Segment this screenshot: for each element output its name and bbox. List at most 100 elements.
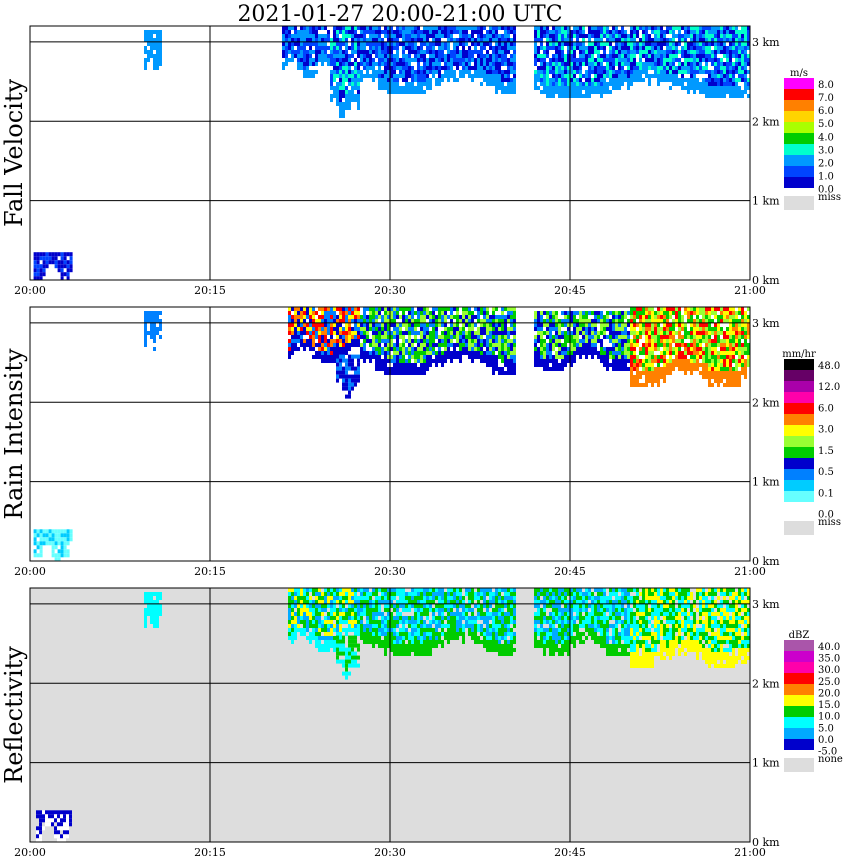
echo-cell [618,323,621,327]
echo-cell [612,58,615,62]
echo-cell [720,351,723,355]
echo-cell [693,34,696,38]
echo-cell [366,42,369,46]
echo-cell [705,331,708,335]
echo-cell [336,70,339,74]
echo-cell [315,335,318,339]
echo-cell [300,596,303,600]
echo-cell [660,54,663,58]
echo-cell [363,42,366,46]
echo-cell [483,66,486,70]
echo-cell [714,347,717,351]
echo-cell [348,82,351,86]
echo-cell [621,359,624,363]
echo-cell [540,82,543,86]
echo-cell [486,343,489,347]
echo-cell [483,42,486,46]
echo-cell [633,347,636,351]
echo-cell [630,367,633,371]
echo-cell [684,58,687,62]
echo-cell [597,315,600,319]
echo-cell [558,66,561,70]
echo-cell [312,636,315,640]
echo-cell [708,339,711,343]
echo-cell [699,38,702,42]
echo-cell [441,311,444,315]
echo-cell [354,343,357,347]
echo-cell [693,307,696,311]
echo-cell [144,50,147,54]
echo-cell [555,46,558,50]
echo-cell [159,38,162,42]
echo-cell [630,347,633,351]
echo-cell [456,355,459,359]
echo-cell [417,54,420,58]
echo-cell [576,327,579,331]
echo-cell [417,50,420,54]
echo-cell [144,58,147,62]
echo-cell [597,86,600,90]
echo-cell [555,74,558,78]
echo-cell [684,70,687,74]
echo-cell [417,359,420,363]
echo-cell [321,323,324,327]
echo-cell [363,596,366,600]
echo-cell [435,30,438,34]
echo-cell [435,42,438,46]
echo-cell [507,363,510,367]
legend-swatch [784,177,814,188]
echo-cell [327,616,330,620]
echo-cell [390,319,393,323]
echo-cell [498,371,501,375]
echo-cell [693,74,696,78]
echo-cell [486,30,489,34]
echo-cell [669,331,672,335]
echo-cell [150,50,153,54]
echo-cell [498,54,501,58]
echo-cell [333,50,336,54]
echo-cell [555,58,558,62]
echo-cell [732,50,735,54]
echo-cell [399,347,402,351]
echo-cell [498,66,501,70]
echo-cell [600,327,603,331]
echo-cell [363,50,366,54]
echo-cell [498,38,501,42]
echo-cell [492,46,495,50]
echo-cell [339,50,342,54]
echo-cell [693,351,696,355]
echo-cell [33,268,37,273]
echo-cell [546,50,549,54]
echo-cell [606,66,609,70]
echo-cell [663,70,666,74]
echo-cell [321,319,324,323]
echo-cell [492,62,495,66]
x-tick-label: 21:00 [734,565,766,578]
echo-cell [660,351,663,355]
echo-cell [507,70,510,74]
echo-cell [714,343,717,347]
echo-cell [63,549,67,554]
echo-cell [498,74,501,78]
echo-cell [297,34,300,38]
echo-cell [387,315,390,319]
echo-cell [501,58,504,62]
echo-cell [552,90,555,94]
echo-cell [363,347,366,351]
echo-cell [360,62,363,66]
echo-cell [336,102,339,106]
echo-cell [627,38,630,42]
echo-cell [699,58,702,62]
echo-cell [303,347,306,351]
echo-cell [366,620,369,624]
echo-cell [732,34,735,38]
echo-cell [372,38,375,42]
echo-cell [420,82,423,86]
echo-cell [738,86,741,90]
echo-cell [423,347,426,351]
echo-cell [735,46,738,50]
echo-cell [714,367,717,371]
echo-cell [600,66,603,70]
echo-cell [492,371,495,375]
echo-cell [564,38,567,42]
